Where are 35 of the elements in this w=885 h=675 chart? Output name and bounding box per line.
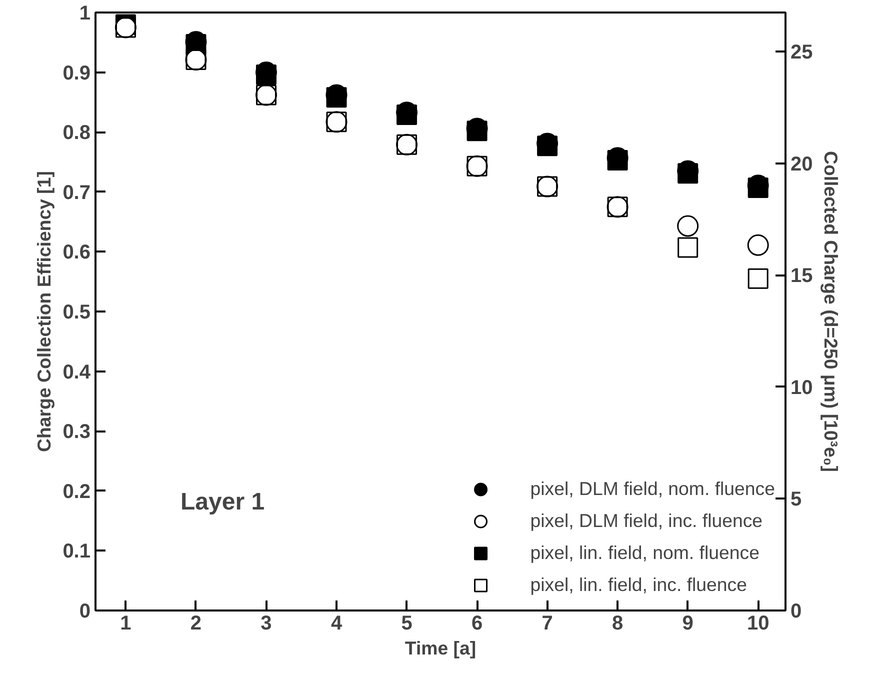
y2-axis-title: Collected Charge (d=250 μm) [10³e₀] bbox=[820, 151, 842, 472]
legend-label: pixel, DLM field, inc. fluence bbox=[530, 510, 763, 532]
y-tick-label: 0.9 bbox=[62, 62, 91, 84]
legend-label: pixel, lin. field, nom. fluence bbox=[530, 542, 760, 564]
x-tick-label: 2 bbox=[190, 612, 202, 634]
y2-tick-label: 0 bbox=[790, 600, 802, 622]
y-tick-label: 0.6 bbox=[62, 242, 91, 264]
y-tick-label: 0.3 bbox=[62, 421, 91, 444]
y2-tick-label: 10 bbox=[790, 376, 813, 399]
x-tick-label: 9 bbox=[682, 612, 694, 634]
x-tick-label: 8 bbox=[612, 612, 624, 634]
legend-label: pixel, DLM field, nom. fluence bbox=[530, 478, 775, 500]
y2-tick-label: 15 bbox=[790, 265, 813, 288]
y-axis-title: Charge Collection Efficiency [1] bbox=[34, 171, 55, 452]
y-tick-label: 0.5 bbox=[62, 302, 91, 324]
x-tick-label: 1 bbox=[120, 612, 132, 634]
x-tick-label: 10 bbox=[746, 612, 770, 634]
x-tick-label: 4 bbox=[330, 612, 343, 634]
annotation: Layer 1 bbox=[180, 488, 265, 516]
y2-tick-label: 20 bbox=[790, 153, 813, 176]
legend-label: pixel, lin. field, inc. fluence bbox=[530, 574, 748, 596]
y-tick-label: 0.4 bbox=[62, 361, 92, 384]
y2-tick-label: 25 bbox=[790, 42, 813, 64]
y-tick-label: 0 bbox=[79, 600, 90, 622]
x-tick-label: 7 bbox=[542, 612, 553, 634]
x-tick-label: 6 bbox=[471, 612, 483, 634]
x-tick-label: 3 bbox=[260, 612, 272, 634]
x-axis-title: Time [a] bbox=[404, 638, 476, 658]
y-tick-label: 1 bbox=[79, 2, 90, 24]
x-tick-label: 5 bbox=[401, 612, 412, 634]
y-tick-label: 0.7 bbox=[62, 182, 91, 204]
y-tick-label: 0.2 bbox=[62, 480, 91, 503]
y2-tick-label: 5 bbox=[790, 488, 802, 511]
y-tick-label: 0.1 bbox=[62, 540, 91, 563]
y-tick-label: 0.8 bbox=[62, 122, 91, 144]
